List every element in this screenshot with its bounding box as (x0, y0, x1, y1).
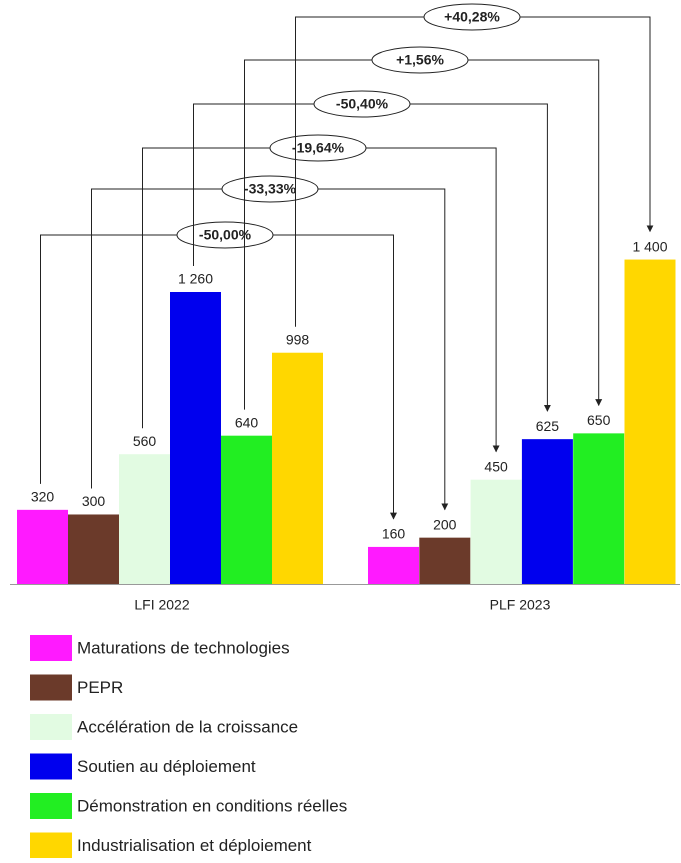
bar (17, 509, 68, 584)
value-label: 300 (82, 493, 106, 509)
annotation-bubble (313, 90, 411, 118)
annotation-bubble (269, 134, 367, 162)
annotation-bubble (423, 3, 521, 31)
annotation: -50,00% (199, 227, 252, 243)
value-label: 160 (382, 526, 406, 542)
connector (193, 103, 551, 412)
bar (624, 259, 676, 584)
x-tick-label: PLF 2023 (490, 597, 551, 613)
legend-swatch (30, 832, 72, 859)
bar (419, 537, 471, 584)
legend-label: Industrialisation et déploiement (77, 836, 312, 855)
legend-swatch (30, 793, 72, 819)
bar (521, 439, 573, 584)
value-label: 1 260 (178, 271, 213, 287)
legend-label: Démonstration en conditions réelles (77, 796, 347, 815)
bar (368, 546, 419, 584)
value-label: 450 (484, 458, 508, 474)
value-label: 320 (31, 489, 55, 505)
annotation: +1,56% (396, 52, 444, 68)
bar (470, 479, 522, 584)
value-label: 998 (286, 331, 310, 347)
legend-label: Maturations de technologies (77, 638, 290, 657)
legend-swatch (30, 714, 72, 740)
annotation-bubble (221, 175, 319, 203)
bar (272, 352, 323, 584)
value-label: 640 (235, 414, 259, 430)
legend-swatch (30, 674, 72, 701)
value-label: 200 (433, 516, 457, 532)
annotation: -50,40% (336, 96, 389, 112)
bar (119, 454, 170, 584)
legend-label: Accélération de la croissance (77, 717, 298, 736)
legend-label: Soutien au déploiement (77, 757, 256, 776)
value-label: 650 (587, 412, 611, 428)
value-label: 625 (536, 418, 560, 434)
connector (295, 16, 654, 327)
bar (170, 292, 221, 584)
annotation: +40,28% (444, 9, 500, 25)
bar (221, 435, 272, 584)
annotation-bubble (176, 221, 274, 249)
annotation: -33,33% (244, 181, 297, 197)
bar (573, 433, 625, 584)
legend-label: PEPR (77, 678, 123, 697)
bar (68, 514, 119, 584)
value-label: 560 (133, 433, 157, 449)
x-tick-label: LFI 2022 (134, 597, 189, 613)
legend-swatch (30, 753, 72, 780)
value-label: 1 400 (632, 238, 667, 254)
annotation-bubble (371, 46, 469, 74)
annotation: -19,64% (292, 140, 345, 156)
legend-swatch (30, 635, 72, 661)
